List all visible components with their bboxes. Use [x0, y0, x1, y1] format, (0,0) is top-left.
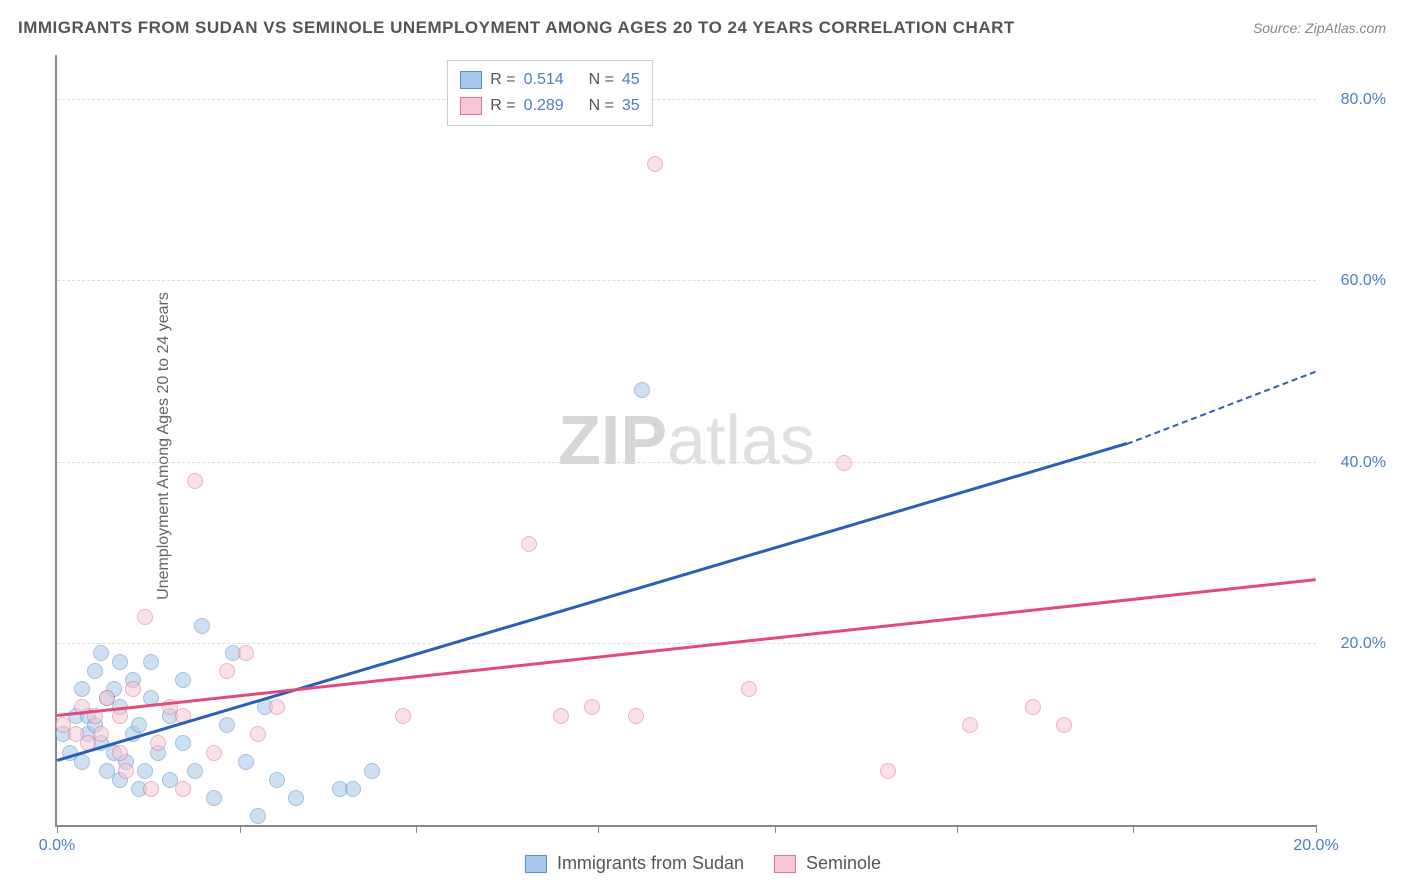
scatter-point — [187, 473, 203, 489]
scatter-point — [112, 708, 128, 724]
x-tick — [1316, 825, 1317, 833]
scatter-point — [238, 754, 254, 770]
scatter-point — [1025, 699, 1041, 715]
scatter-point — [194, 618, 210, 634]
scatter-point — [143, 781, 159, 797]
scatter-point — [634, 382, 650, 398]
scatter-point — [836, 455, 852, 471]
x-tick-label: 20.0% — [1293, 837, 1338, 855]
scatter-point — [250, 726, 266, 742]
scatter-point — [93, 645, 109, 661]
x-axis-legend: Immigrants from Sudan Seminole — [525, 853, 881, 874]
stats-legend: R = 0.514 N = 45 R = 0.289 N = 35 — [447, 60, 652, 126]
y-tick-label: 80.0% — [1341, 91, 1386, 109]
scatter-point — [112, 654, 128, 670]
scatter-point — [206, 745, 222, 761]
scatter-point — [628, 708, 644, 724]
scatter-point — [187, 763, 203, 779]
gridline — [57, 99, 1316, 100]
scatter-point — [74, 754, 90, 770]
x-tick — [57, 825, 58, 833]
gridline — [57, 280, 1316, 281]
series-legend-item: Immigrants from Sudan — [525, 853, 744, 874]
n-label: N = — [589, 67, 614, 93]
gridline — [57, 643, 1316, 644]
scatter-point — [99, 690, 115, 706]
source-attribution: Source: ZipAtlas.com — [1253, 20, 1386, 36]
scatter-point — [206, 790, 222, 806]
scatter-point — [364, 763, 380, 779]
chart-title: IMMIGRANTS FROM SUDAN VS SEMINOLE UNEMPL… — [18, 18, 1015, 38]
scatter-point — [143, 654, 159, 670]
scatter-point — [219, 663, 235, 679]
x-tick — [1133, 825, 1134, 833]
scatter-point — [87, 663, 103, 679]
scatter-point — [219, 717, 235, 733]
legend-swatch — [525, 855, 547, 873]
series-name: Immigrants from Sudan — [557, 853, 744, 874]
x-tick-label: 0.0% — [39, 837, 75, 855]
scatter-point — [1056, 717, 1072, 733]
n-value: 45 — [622, 67, 640, 93]
scatter-point — [880, 763, 896, 779]
r-value: 0.514 — [524, 67, 564, 93]
x-tick — [775, 825, 776, 833]
n-value: 35 — [622, 93, 640, 119]
scatter-point — [137, 763, 153, 779]
scatter-point — [553, 708, 569, 724]
scatter-point — [288, 790, 304, 806]
scatter-point — [269, 772, 285, 788]
scatter-point — [93, 726, 109, 742]
watermark: ZIPatlas — [558, 400, 815, 480]
x-tick — [416, 825, 417, 833]
scatter-point — [74, 681, 90, 697]
scatter-point — [647, 156, 663, 172]
scatter-point — [741, 681, 757, 697]
scatter-point — [345, 781, 361, 797]
series-name: Seminole — [806, 853, 881, 874]
stats-legend-row: R = 0.289 N = 35 — [460, 93, 639, 119]
x-tick — [598, 825, 599, 833]
scatter-point — [137, 609, 153, 625]
x-tick — [240, 825, 241, 833]
r-label: R = — [490, 67, 515, 93]
plot-area: ZIPatlas 20.0%40.0%60.0%80.0%0.0%20.0%R … — [55, 55, 1316, 827]
scatter-point — [118, 763, 134, 779]
scatter-point — [395, 708, 411, 724]
n-label: N = — [589, 93, 614, 119]
legend-swatch — [460, 71, 482, 89]
scatter-point — [150, 735, 166, 751]
scatter-point — [131, 717, 147, 733]
y-tick-label: 20.0% — [1341, 635, 1386, 653]
scatter-point — [521, 536, 537, 552]
r-label: R = — [490, 93, 515, 119]
series-legend-item: Seminole — [774, 853, 881, 874]
scatter-point — [175, 781, 191, 797]
scatter-point — [962, 717, 978, 733]
scatter-point — [269, 699, 285, 715]
legend-swatch — [774, 855, 796, 873]
y-tick-label: 60.0% — [1341, 272, 1386, 290]
trend-line — [1127, 370, 1317, 444]
gridline — [57, 462, 1316, 463]
scatter-point — [238, 645, 254, 661]
r-value: 0.289 — [524, 93, 564, 119]
scatter-point — [175, 672, 191, 688]
scatter-point — [175, 735, 191, 751]
scatter-point — [584, 699, 600, 715]
scatter-point — [250, 808, 266, 824]
stats-legend-row: R = 0.514 N = 45 — [460, 67, 639, 93]
scatter-point — [125, 681, 141, 697]
y-tick-label: 40.0% — [1341, 454, 1386, 472]
legend-swatch — [460, 97, 482, 115]
x-tick — [957, 825, 958, 833]
scatter-point — [112, 745, 128, 761]
